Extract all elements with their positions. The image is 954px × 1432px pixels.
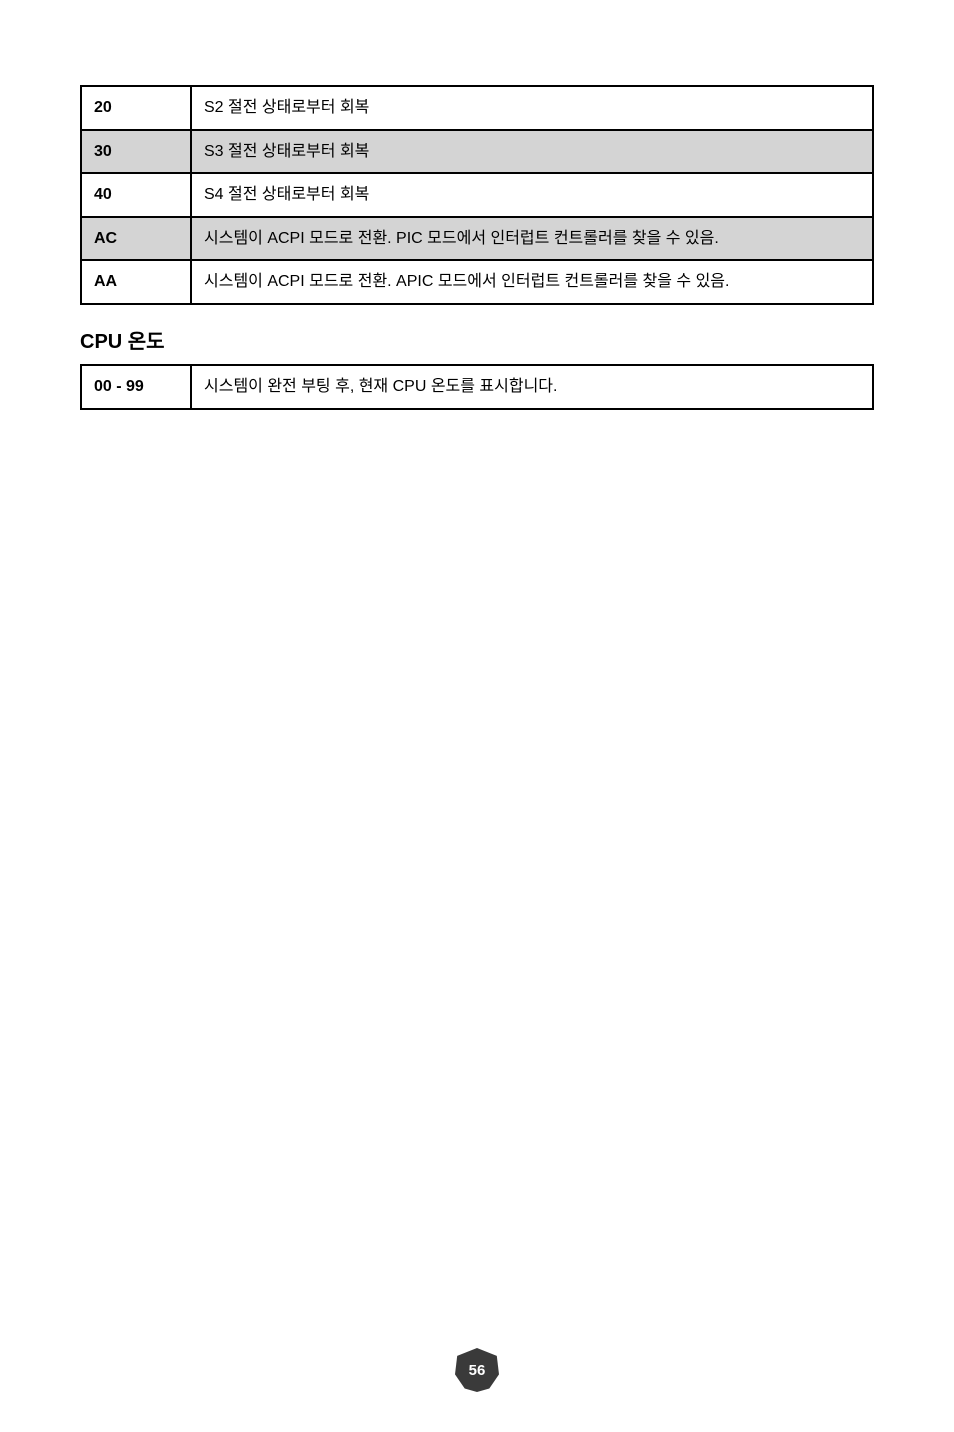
page-number: 56 <box>469 1362 486 1379</box>
desc-cell: 시스템이 ACPI 모드로 전환. APIC 모드에서 인터럽트 컨트롤러를 찾… <box>191 260 873 304</box>
cpu-temp-table: 00 - 99 시스템이 완전 부팅 후, 현재 CPU 온도를 표시합니다. <box>80 364 874 410</box>
code-cell: 00 - 99 <box>81 365 191 409</box>
desc-cell: S3 절전 상태로부터 회복 <box>191 130 873 174</box>
table-row: 30 S3 절전 상태로부터 회복 <box>81 130 873 174</box>
desc-cell: S4 절전 상태로부터 회복 <box>191 173 873 217</box>
table-row: 00 - 99 시스템이 완전 부팅 후, 현재 CPU 온도를 표시합니다. <box>81 365 873 409</box>
page-footer: 56 <box>0 1348 954 1392</box>
code-cell: 20 <box>81 86 191 130</box>
desc-cell: 시스템이 완전 부팅 후, 현재 CPU 온도를 표시합니다. <box>191 365 873 409</box>
page-number-badge: 56 <box>455 1348 499 1392</box>
code-cell: 40 <box>81 173 191 217</box>
section-heading: CPU 온도 <box>80 325 874 354</box>
table-row: AC 시스템이 ACPI 모드로 전환. PIC 모드에서 인터럽트 컨트롤러를… <box>81 217 873 261</box>
code-cell: AA <box>81 260 191 304</box>
desc-cell: 시스템이 ACPI 모드로 전환. PIC 모드에서 인터럽트 컨트롤러를 찾을… <box>191 217 873 261</box>
table-row: 40 S4 절전 상태로부터 회복 <box>81 173 873 217</box>
status-codes-table: 20 S2 절전 상태로부터 회복 30 S3 절전 상태로부터 회복 40 S… <box>80 85 874 305</box>
table-row: 20 S2 절전 상태로부터 회복 <box>81 86 873 130</box>
desc-cell: S2 절전 상태로부터 회복 <box>191 86 873 130</box>
table-row: AA 시스템이 ACPI 모드로 전환. APIC 모드에서 인터럽트 컨트롤러… <box>81 260 873 304</box>
page-container: 20 S2 절전 상태로부터 회복 30 S3 절전 상태로부터 회복 40 S… <box>0 0 954 1432</box>
code-cell: 30 <box>81 130 191 174</box>
code-cell: AC <box>81 217 191 261</box>
